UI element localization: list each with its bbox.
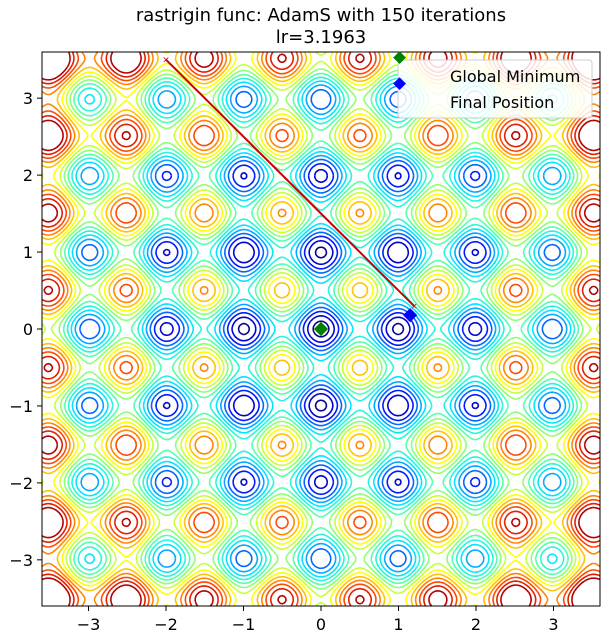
y-tick-label: 3 <box>23 89 33 108</box>
x-tick-label: −1 <box>232 615 256 634</box>
y-tick-label: 0 <box>23 320 33 339</box>
y-tick-label: 1 <box>23 243 33 262</box>
contour-level-0 <box>237 246 405 412</box>
final-position-marker <box>403 308 418 323</box>
path-point-1: × <box>410 302 418 312</box>
legend-label-final-position: Final Position <box>450 93 554 112</box>
legend: Global Minimum Final Position <box>393 51 593 119</box>
contour-level-4 <box>74 84 568 574</box>
legend-label-global-minimum: Global Minimum <box>450 67 580 86</box>
y-tick-label: −2 <box>9 474 33 493</box>
optimizer-path: ×× <box>162 56 418 312</box>
x-tick-label: −3 <box>77 615 101 634</box>
legend-marker-global-minimum <box>393 51 406 64</box>
y-tick-label: 2 <box>23 166 33 185</box>
global-minimum-marker <box>313 321 329 337</box>
contour-level-3 <box>79 88 563 570</box>
x-tick-label: 2 <box>471 615 481 634</box>
contour-level-12 <box>42 52 600 606</box>
contour-level-13 <box>42 52 600 606</box>
chart-subtitle: lr=3.1963 <box>276 27 366 48</box>
contour-level-2 <box>153 162 489 496</box>
x-tick-label: 3 <box>548 615 558 634</box>
contour-level-7 <box>62 72 580 586</box>
markers <box>313 308 418 337</box>
x-tick-label: 0 <box>316 615 326 634</box>
contour-level-6 <box>66 76 576 582</box>
y-tick-label: −3 <box>9 551 33 570</box>
y-axis-ticks: −3 −2 −1 0 1 2 3 <box>9 89 42 570</box>
x-axis-ticks: −3 −2 −1 0 1 2 3 <box>77 606 559 634</box>
legend-box <box>397 59 593 119</box>
x-tick-label: 1 <box>393 615 403 634</box>
contour-level-5 <box>70 80 572 578</box>
contour-level-1 <box>159 168 483 490</box>
x-tick-label: −2 <box>154 615 178 634</box>
optimizer-path-line <box>165 58 415 307</box>
y-tick-label: −1 <box>9 397 33 416</box>
legend-marker-final-position <box>393 77 406 90</box>
chart-title: rastrigin func: AdamS with 150 iteration… <box>136 5 506 26</box>
path-point-0: × <box>162 56 170 66</box>
